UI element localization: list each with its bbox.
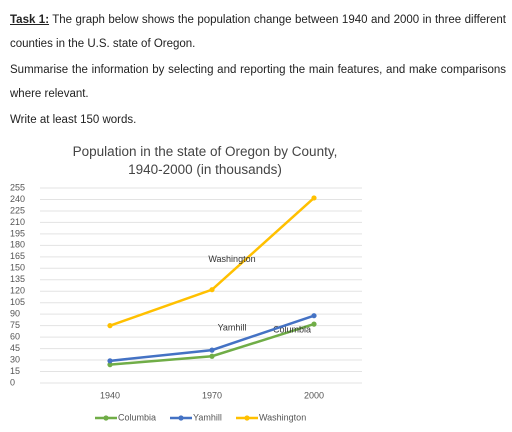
x-tick-label: 2000 — [304, 390, 324, 400]
data-point — [209, 347, 215, 353]
y-tick-label: 105 — [10, 297, 25, 307]
legend-marker — [103, 415, 109, 421]
legend-label: Yamhill — [193, 412, 222, 422]
task-text: The graph below shows the population cha… — [10, 14, 506, 50]
y-tick-label: 150 — [10, 263, 25, 273]
y-tick-label: 165 — [10, 251, 25, 261]
y-tick-label: 45 — [10, 343, 20, 353]
data-point — [311, 321, 317, 327]
data-point — [209, 287, 215, 293]
chart-title: Population in the state of Oregon by Cou… — [72, 144, 338, 177]
data-point — [107, 362, 113, 368]
y-tick-label: 120 — [10, 286, 25, 296]
data-point — [209, 353, 215, 359]
y-tick-label: 210 — [10, 217, 25, 227]
series-annotation: Columbia — [273, 325, 311, 335]
task-label: Task 1: — [10, 14, 50, 26]
x-tick-label: 1940 — [100, 390, 120, 400]
x-tick-label: 1970 — [202, 390, 222, 400]
y-tick-label: 225 — [10, 205, 25, 215]
series-annotation: Yamhill — [218, 322, 247, 332]
data-point — [107, 358, 113, 364]
legend-label: Columbia — [118, 412, 156, 422]
legend-label: Washington — [259, 412, 306, 422]
y-tick-label: 240 — [10, 194, 25, 204]
task: Task 1: The graph below shows the popula… — [10, 8, 506, 56]
data-point — [107, 323, 113, 329]
y-tick-label: 90 — [10, 309, 20, 319]
legend-marker — [178, 415, 184, 421]
instruction: Summarise the information by selecting a… — [10, 64, 506, 100]
y-tick-label: 255 — [10, 182, 25, 192]
data-point — [311, 313, 317, 319]
y-tick-label: 135 — [10, 274, 25, 284]
y-tick-label: 60 — [10, 331, 20, 341]
y-tick-label: 180 — [10, 240, 25, 250]
data-point — [311, 195, 317, 201]
y-tick-label: 195 — [10, 228, 25, 238]
y-tick-label: 30 — [10, 354, 20, 364]
legend-marker — [244, 415, 250, 421]
y-tick-label: 75 — [10, 320, 20, 330]
instruction: Write at least 150 words. — [10, 114, 137, 126]
y-tick-label: 15 — [10, 366, 20, 376]
y-tick-label: 0 — [10, 377, 15, 387]
series-annotation: Washington — [208, 254, 255, 264]
